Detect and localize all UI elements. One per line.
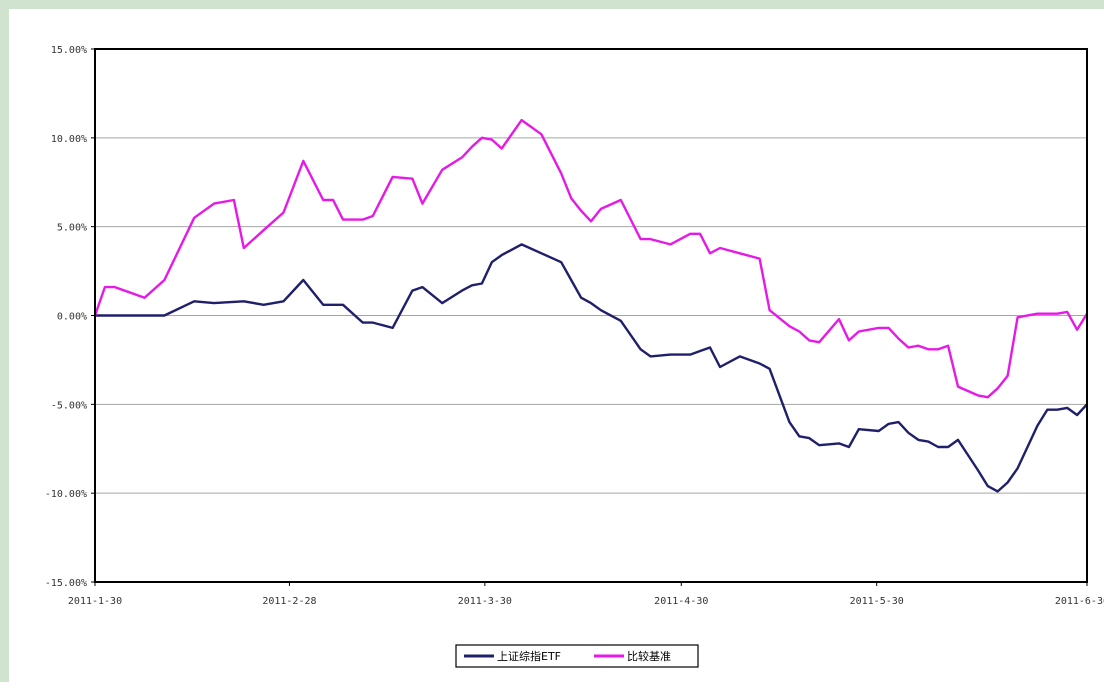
- legend-label-series-2: 比较基准: [627, 649, 671, 663]
- y-tick-label: -10.00%: [45, 489, 87, 500]
- y-tick-label: -15.00%: [45, 578, 87, 589]
- x-tick-label: 2011-5-30: [850, 596, 904, 607]
- legend: 上证综指ETF 比较基准: [455, 644, 699, 668]
- line-chart: 15.00% 10.00% 5.00% 0.00% -5.00% -10.00% -15.0…: [45, 45, 1104, 668]
- x-axis-ticks: 2011-1-30 2011-2-28 2011-3-30 2011-4-30 2011…: [68, 582, 1104, 607]
- series-line-1: [95, 243, 1088, 493]
- y-tick-label: 10.00%: [51, 134, 87, 145]
- y-tick-label: 0.00%: [57, 312, 87, 323]
- legend-label-series-1: 上证综指ETF: [497, 649, 561, 663]
- y-tick-label: 5.00%: [57, 223, 87, 234]
- y-tick-label: 15.00%: [51, 45, 87, 56]
- x-tick-label: 2011-3-30: [458, 596, 512, 607]
- y-tick-label: -5.00%: [51, 400, 87, 411]
- series-line-2: [93, 118, 1089, 399]
- x-tick-label: 2011-6-30: [1055, 596, 1104, 607]
- x-tick-label: 2011-4-30: [654, 596, 708, 607]
- y-axis-ticks: 15.00% 10.00% 5.00% 0.00% -5.00% -10.00% -15.0…: [45, 45, 95, 589]
- gridlines: [95, 137, 1087, 494]
- legend-box: [455, 644, 699, 668]
- x-tick-label: 2011-1-30: [68, 596, 122, 607]
- x-tick-label: 2011-2-28: [262, 596, 316, 607]
- series-lines: [93, 118, 1089, 493]
